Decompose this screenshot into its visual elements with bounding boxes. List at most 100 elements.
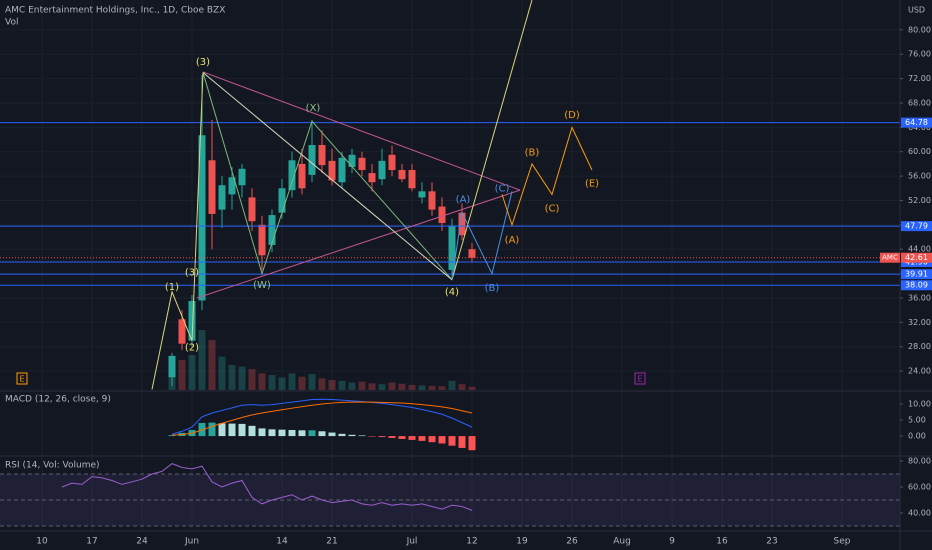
candle-body: [448, 225, 456, 270]
x-tick-label: 16: [716, 537, 728, 547]
event-badge: [16, 372, 28, 385]
macd-histogram-bar: [248, 425, 256, 437]
last-price-label: 42.61: [905, 253, 928, 262]
last-price-badge: [901, 252, 932, 263]
x-tick-label: 14: [276, 537, 288, 547]
wave-label: (B): [525, 147, 540, 158]
event-label: E: [19, 375, 24, 384]
volume-bar: [438, 386, 446, 390]
wave-label: (A): [505, 235, 520, 246]
wave-line: [451, 0, 533, 280]
volume-bar: [258, 373, 266, 390]
macd-histogram-bar: [468, 436, 476, 451]
level-badge: [901, 221, 932, 232]
macd-histogram-bar: [338, 433, 346, 437]
macd-histogram-bar: [208, 422, 216, 437]
candle-body: [318, 145, 326, 166]
candle-body: [408, 170, 416, 189]
x-tick-label: 21: [326, 537, 337, 547]
wave-label: (3): [185, 267, 199, 278]
volume-bar: [408, 385, 416, 390]
level-badge: [901, 280, 932, 291]
wave-label: (4): [445, 287, 459, 298]
candle-body: [198, 135, 206, 301]
volume-bar: [288, 373, 296, 390]
volume-bar: [328, 380, 336, 390]
wave-label: (A): [456, 194, 471, 205]
wave-label: (X): [306, 103, 321, 114]
volume-bar: [398, 383, 406, 390]
level-label: 38.09: [905, 281, 928, 290]
candle-body: [238, 168, 246, 186]
level-label: 47.79: [905, 222, 928, 231]
macd-histogram-bar: [438, 436, 446, 444]
candle-body: [168, 355, 176, 378]
candle-body: [178, 319, 186, 344]
macd-histogram-bar: [328, 432, 336, 437]
candle-body: [418, 191, 426, 198]
symbol-label: AMC: [882, 254, 898, 262]
x-tick-label: Jul: [406, 537, 418, 547]
volume-bar: [338, 380, 346, 390]
grid: [0, 0, 900, 531]
candle-body: [348, 154, 356, 167]
macd-histogram-bar: [218, 423, 226, 437]
candle-body: [288, 160, 296, 191]
macd-histogram-bar: [278, 429, 286, 437]
level-badge: [901, 117, 932, 128]
macd-line: [171, 398, 473, 435]
y-tick-label: 40.00: [908, 508, 931, 517]
y-tick-label: 56.00: [908, 172, 931, 181]
x-tick-label: 19: [516, 537, 528, 547]
y-tick-label: 10.00: [908, 400, 931, 409]
y-tick-label: 36.00: [908, 293, 931, 302]
wave-label: (W): [253, 280, 271, 291]
wave-label: (1): [165, 282, 179, 293]
candle-body: [358, 157, 366, 171]
macd-histogram-bar: [358, 435, 366, 437]
volume-bar: [268, 375, 276, 390]
event-label: E: [637, 375, 642, 384]
wave-line: [202, 71, 521, 191]
candle-body: [398, 170, 406, 180]
chart-title: AMC Entertainment Holdings, Inc., 1D, Cb…: [5, 6, 225, 16]
candle-body: [428, 191, 436, 210]
wave-line: [451, 191, 513, 280]
candle-body: [298, 163, 306, 189]
x-tick-label: 23: [766, 537, 777, 547]
volume-bar: [468, 386, 476, 390]
macd-histogram-bar: [348, 434, 356, 437]
y-tick-label: 5.00: [908, 416, 926, 425]
macd-histogram-bar: [388, 436, 396, 439]
volume-bar: [188, 355, 196, 390]
macd-histogram-bar: [228, 423, 236, 437]
volume-bar: [228, 365, 236, 390]
volume-bar: [308, 374, 316, 390]
volume-label: Vol: [5, 18, 18, 28]
wave-label: (E): [585, 178, 599, 189]
wave-line: [202, 72, 453, 281]
volume-bar: [428, 385, 436, 390]
currency-label: USD: [908, 6, 925, 15]
macd-histogram-bar: [418, 436, 426, 441]
y-tick-label: 68.00: [908, 98, 931, 107]
y-tick-label: 24.00: [908, 367, 931, 376]
macd-histogram-bar: [268, 429, 276, 437]
price-pane: (3) (X) (W) (1) (3) (2) (4) (A) (B) (C) (A) (B) (C) (…: [0, 0, 900, 390]
y-tick-label: 32.00: [908, 318, 931, 327]
x-tick-label: 17: [86, 537, 97, 547]
volume-bar: [178, 360, 186, 390]
wave-label: (D): [564, 110, 580, 121]
volume-bar: [248, 369, 256, 390]
macd-histogram-bar: [408, 436, 416, 440]
x-tick-label: 12: [466, 537, 477, 547]
macd-histogram-bar: [448, 436, 456, 446]
wave-line: [501, 125, 593, 227]
wave-line: [151, 72, 204, 390]
axes: 10 17 24 Jun 14 21 Jul 12 19 26 Aug 9 16 23 Sep 24.00 28…: [36, 25, 932, 547]
y-tick-label: 0.00: [908, 432, 926, 441]
rsi-title: RSI (14, Vol: Volume): [5, 461, 100, 471]
volume-bar: [378, 384, 386, 390]
macd-histogram-bar: [298, 430, 306, 437]
